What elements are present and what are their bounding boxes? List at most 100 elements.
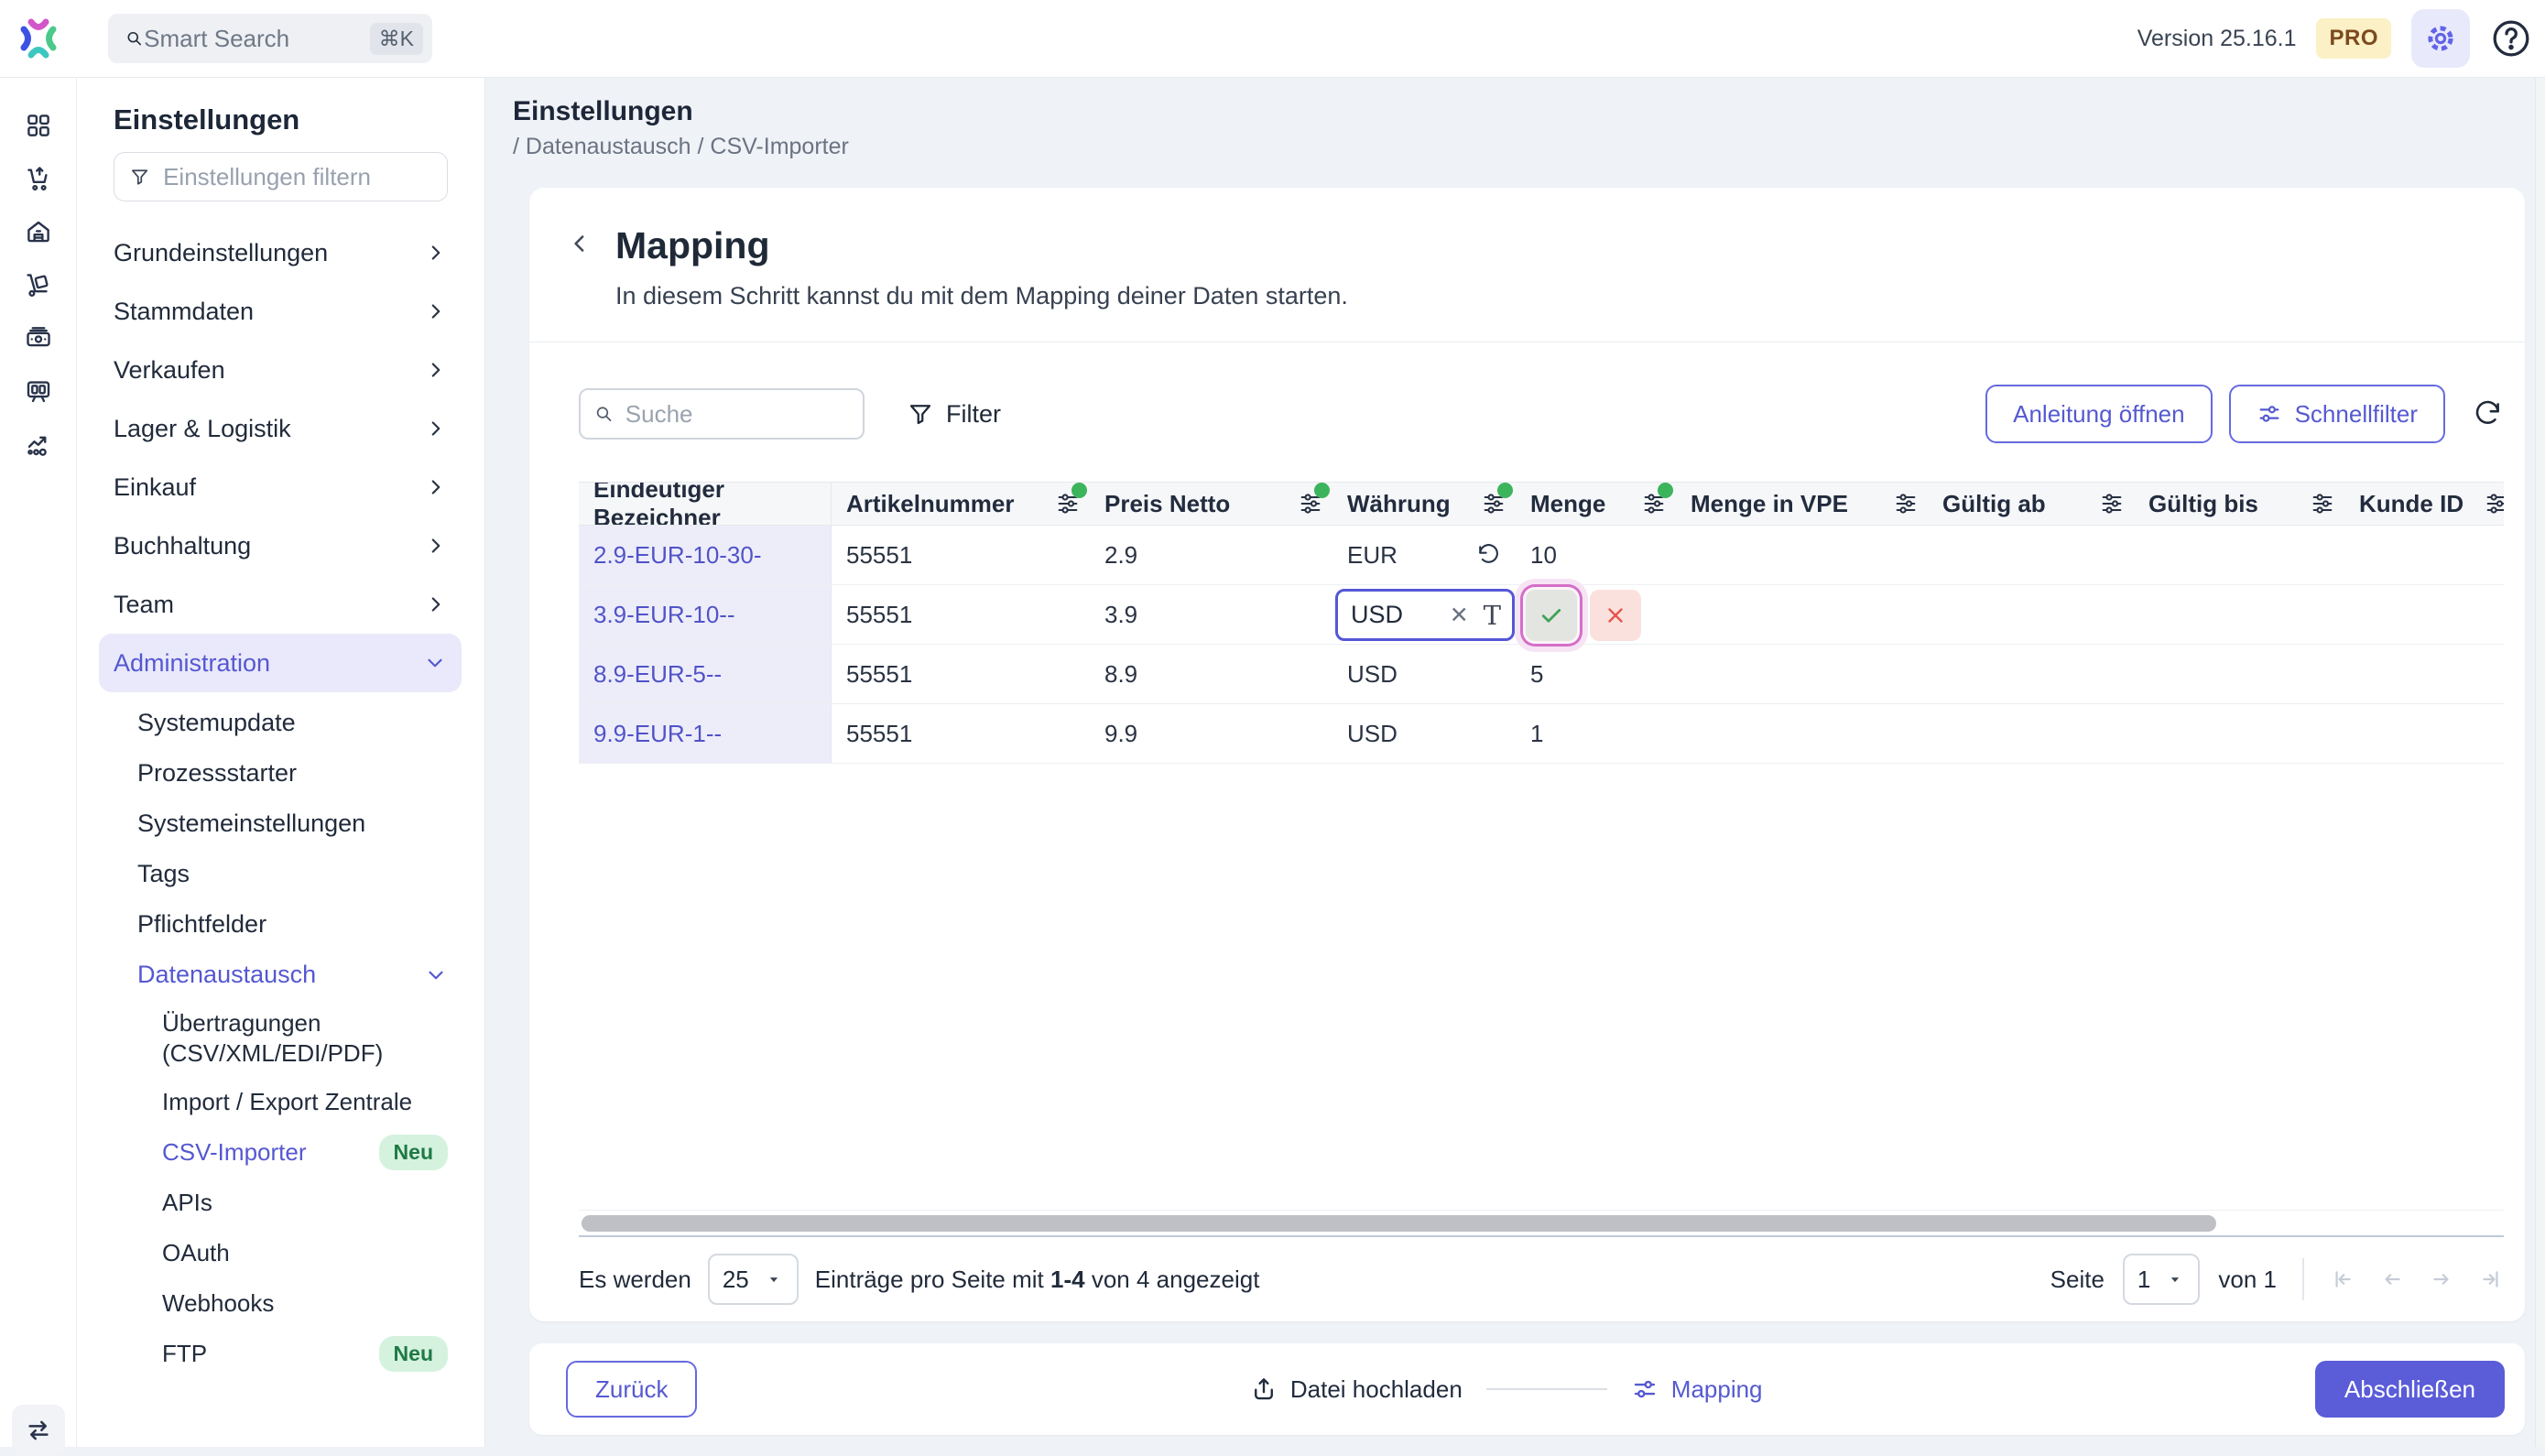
last-page-icon[interactable] (2478, 1266, 2504, 1292)
chevron-right-icon (431, 421, 440, 436)
settings-button[interactable] (2411, 9, 2470, 68)
cell-bezeichner[interactable]: 9.9-EUR-1-- (579, 704, 832, 763)
version-label: Version 25.16.1 (2137, 25, 2297, 51)
sidebar-item-label: Webhooks (162, 1289, 275, 1317)
undo-icon[interactable] (1475, 542, 1501, 568)
smart-search[interactable]: ⌘K (108, 14, 432, 63)
sidebar-item-systemeinstellungen[interactable]: Systemeinstellungen (114, 799, 448, 849)
clear-input-icon[interactable]: ✕ (1449, 602, 1469, 628)
pagination-text: Einträge pro Seite mit (814, 1265, 1044, 1293)
sidebar-filter[interactable] (114, 152, 448, 201)
cell-edit-input[interactable] (1351, 601, 1415, 629)
sidebar-item-systemupdate[interactable]: Systemupdate (114, 698, 448, 748)
swap-transfer-icon[interactable] (11, 1405, 65, 1456)
open-guide-button[interactable]: Anleitung öffnen (1985, 385, 2213, 443)
sidebar-filter-input[interactable] (163, 162, 432, 191)
cell-gueltig-bis (2134, 645, 2344, 703)
neu-badge: Neu (378, 1336, 448, 1372)
sidebar-item-datenaustausch[interactable]: Datenaustausch (114, 950, 448, 1000)
cancel-edit-button[interactable] (1590, 589, 1641, 641)
quick-filter-button[interactable]: Schnellfilter (2228, 385, 2445, 443)
page-title: Einstellungen (513, 96, 693, 126)
sidebar-title: Einstellungen (114, 103, 300, 136)
sidebar-item-buchhaltung[interactable]: Buchhaltung (114, 516, 448, 575)
sidebar-item-verkaufen[interactable]: Verkaufen (114, 341, 448, 399)
help-button[interactable] (2490, 17, 2532, 60)
table-header-row: Eindeutiger Bezeichner Artikelnummer Pre… (579, 482, 2504, 526)
refresh-icon[interactable] (2473, 398, 2504, 429)
column-filter-icon[interactable] (2310, 491, 2335, 516)
pagination-nav (2330, 1266, 2504, 1292)
sidebar-item-webhooks[interactable]: Webhooks (114, 1278, 448, 1329)
column-header-waehrung: Währung (1332, 483, 1516, 525)
filter-button[interactable]: Filter (907, 400, 1001, 429)
sidebar-item-ftp[interactable]: FTP Neu (114, 1329, 448, 1379)
column-filter-icon[interactable] (1055, 483, 1087, 516)
cell-value: 9.9 (1104, 719, 1138, 747)
analytics-trend-icon[interactable] (18, 430, 59, 458)
warehouse-icon[interactable] (18, 218, 59, 245)
sidebar-item-import-export-zentrale[interactable]: Import / Export Zentrale (114, 1077, 448, 1127)
finance-cash-icon[interactable] (18, 324, 59, 352)
first-page-icon[interactable] (2330, 1266, 2355, 1292)
cell-value: 8.9-EUR-5-- (593, 659, 723, 688)
smart-search-input[interactable] (144, 24, 370, 53)
breadcrumb[interactable]: / Datenaustausch / CSV-Importer (513, 134, 849, 159)
sidebar-item-lager-logistik[interactable]: Lager & Logistik (114, 399, 448, 458)
sidebar-item-prozessstarter[interactable]: Prozessstarter (114, 748, 448, 799)
cell-bezeichner[interactable]: 8.9-EUR-5-- (579, 645, 832, 703)
page-size-select[interactable]: 25 (707, 1254, 799, 1305)
column-filter-icon[interactable] (2484, 491, 2504, 516)
column-filter-icon[interactable] (2099, 491, 2125, 516)
sidebar-item-apis[interactable]: APIs (114, 1178, 448, 1228)
settings-sidebar: Einstellungen Grundeinstellungen Stammda… (77, 78, 485, 1447)
previous-page-icon[interactable] (2379, 1266, 2405, 1292)
sidebar-item-team[interactable]: Team (114, 575, 448, 634)
page-size-value: 25 (722, 1265, 749, 1293)
next-page-icon[interactable] (2429, 1266, 2454, 1292)
column-filter-icon[interactable] (1298, 483, 1330, 516)
sidebar-item-stammdaten[interactable]: Stammdaten (114, 282, 448, 341)
sidebar-item-tags[interactable]: Tags (114, 849, 448, 899)
sidebar-item-grundeinstellungen[interactable]: Grundeinstellungen (114, 223, 448, 282)
confirm-edit-button[interactable] (1526, 589, 1577, 641)
quick-filter-label: Schnellfilter (2294, 399, 2418, 428)
sidebar-item-label: Prozessstarter (137, 759, 298, 787)
page-select[interactable]: 1 (2122, 1254, 2201, 1305)
sidebar-item-oauth[interactable]: OAuth (114, 1228, 448, 1278)
cell-gueltig-ab (1928, 526, 2134, 584)
mapping-card: Mapping In diesem Schritt kannst du mit … (529, 188, 2525, 1321)
sidebar-item-administration[interactable]: Administration (99, 634, 462, 692)
column-filter-icon[interactable] (1893, 491, 1919, 516)
app-logo[interactable] (0, 13, 77, 64)
gear-icon (2428, 26, 2453, 51)
sidebar-item-einkauf[interactable]: Einkauf (114, 458, 448, 516)
sidebar-item-uebertragungen[interactable]: Übertragungen (CSV/XML/EDI/PDF) (114, 1000, 448, 1077)
column-filter-icon[interactable] (1481, 483, 1513, 516)
cell-bezeichner[interactable]: 3.9-EUR-10-- (579, 585, 832, 644)
horizontal-scrollbar-thumb[interactable] (582, 1215, 2216, 1232)
sidebar-item-label: Einkauf (114, 473, 197, 501)
back-chevron-icon[interactable] (566, 228, 593, 259)
step-mapping[interactable]: Mapping (1631, 1375, 1763, 1404)
cell-gueltig-bis (2134, 704, 2344, 763)
step-upload-file[interactable]: Datei hochladen (1250, 1375, 1463, 1404)
sidebar-item-pflichtfelder[interactable]: Pflichtfelder (114, 899, 448, 950)
cell-bezeichner[interactable]: 2.9-EUR-10-30- (579, 526, 832, 584)
sidebar-item-csv-importer[interactable]: CSV-Importer Neu (114, 1127, 448, 1178)
table-search-input[interactable] (625, 399, 850, 429)
table-search[interactable] (579, 388, 865, 440)
back-button[interactable]: Zurück (566, 1361, 698, 1418)
dashboard-icon[interactable] (18, 112, 59, 139)
kanban-board-icon[interactable] (18, 377, 59, 405)
sales-cart-icon[interactable] (18, 165, 59, 192)
search-icon (127, 31, 141, 46)
column-label: Menge in VPE (1691, 489, 1848, 517)
logistics-handtruck-icon[interactable] (18, 271, 59, 299)
column-label: Gültig ab (1942, 489, 2046, 517)
finish-button[interactable]: Abschließen (2314, 1361, 2505, 1418)
column-label: Preis Netto (1104, 489, 1231, 517)
table-toolbar: Filter Anleitung öffnen Schnellfilter (529, 342, 2525, 443)
sidebar-item-label: Übertragungen (CSV/XML/EDI/PDF) (162, 1009, 384, 1067)
column-filter-icon[interactable] (1641, 483, 1673, 516)
